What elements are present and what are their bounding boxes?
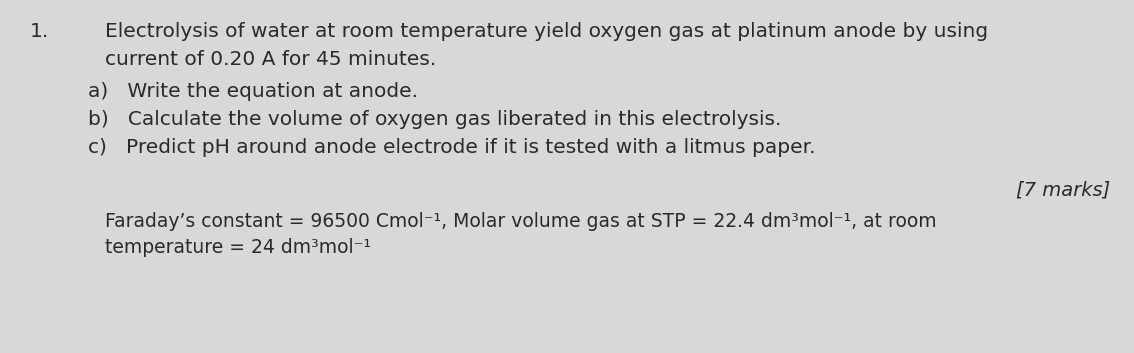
Text: a)   Write the equation at anode.: a) Write the equation at anode. <box>88 82 418 101</box>
Text: b)   Calculate the volume of oxygen gas liberated in this electrolysis.: b) Calculate the volume of oxygen gas li… <box>88 110 781 129</box>
Text: c)   Predict pH around anode electrode if it is tested with a litmus paper.: c) Predict pH around anode electrode if … <box>88 138 815 157</box>
Text: Electrolysis of water at room temperature yield oxygen gas at platinum anode by : Electrolysis of water at room temperatur… <box>105 22 988 41</box>
Text: [7 marks]: [7 marks] <box>1016 180 1110 199</box>
Text: current of 0.20 A for 45 minutes.: current of 0.20 A for 45 minutes. <box>105 50 437 69</box>
Text: Faraday’s constant = 96500 Cmol⁻¹, Molar volume gas at STP = 22.4 dm³mol⁻¹, at r: Faraday’s constant = 96500 Cmol⁻¹, Molar… <box>105 212 937 231</box>
Text: 1.: 1. <box>29 22 49 41</box>
Text: temperature = 24 dm³mol⁻¹: temperature = 24 dm³mol⁻¹ <box>105 238 371 257</box>
